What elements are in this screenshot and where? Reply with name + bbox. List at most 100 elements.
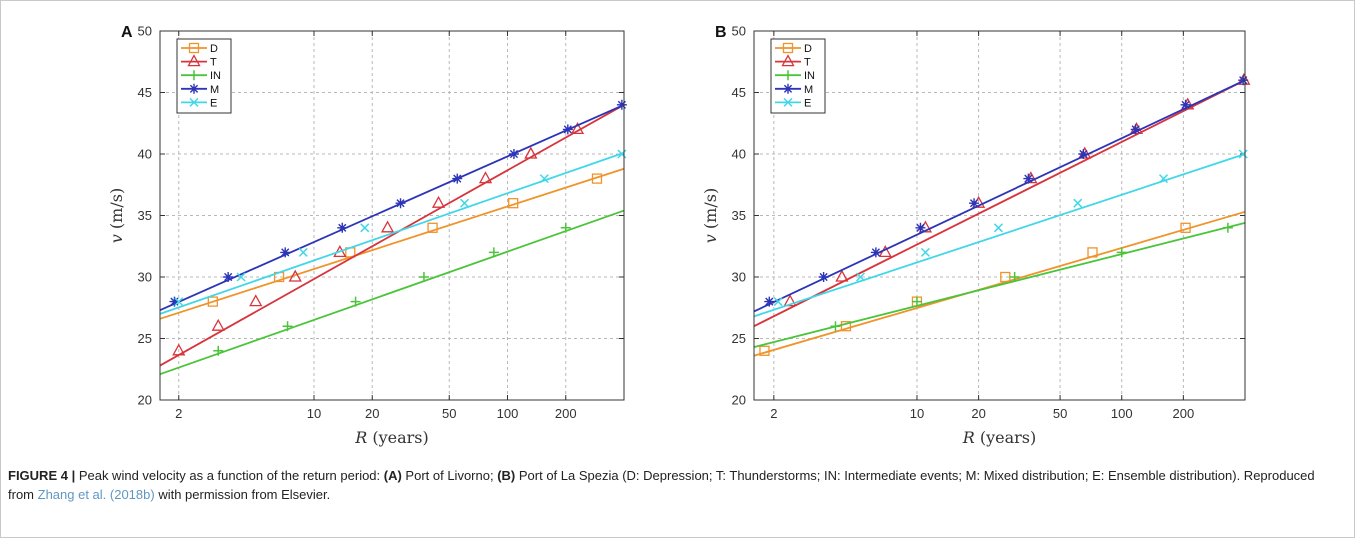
y-axis-label: v (m/s)	[107, 188, 126, 243]
x-tick-label: 200	[1173, 406, 1195, 421]
x-tick-label: 2	[770, 406, 777, 421]
data-point-e	[539, 174, 549, 184]
data-point-e	[920, 247, 930, 257]
data-point-e	[236, 272, 246, 282]
legend-label: T	[210, 57, 217, 69]
figure-canvas: 2 10 20 50 100 200 20 25 30 35 40 45 50 A R (years) v (…	[107, 24, 1251, 447]
data-point-in	[350, 296, 361, 307]
data-point-e	[993, 223, 1003, 233]
data-point-d	[1087, 247, 1098, 258]
chart-panel-b: 2 10 20 50 100 200 20 25 30 35 40 45 50 B R (years) v (…	[701, 24, 1251, 447]
panel-label: B	[715, 24, 727, 41]
data-point-m	[969, 198, 980, 209]
x-tick-label: 20	[971, 406, 985, 421]
series-in	[159, 209, 625, 376]
caption-a-tag: (A)	[383, 468, 402, 483]
y-tick-label: 40	[732, 147, 746, 162]
legend-label: E	[210, 97, 217, 109]
legend-marker	[781, 54, 795, 67]
series-line-m	[753, 79, 1246, 313]
caption-text-4: with permission from Elsevier.	[154, 487, 331, 502]
chart-panel-a: 2 10 20 50 100 200 20 25 30 35 40 45 50 A R (years) v (…	[107, 24, 627, 447]
data-point-m	[915, 222, 926, 233]
data-point-m	[1180, 99, 1191, 110]
series-t	[159, 104, 625, 367]
legend-item-t: T	[181, 54, 217, 69]
data-point-t	[431, 195, 446, 208]
data-point-d	[207, 296, 218, 307]
legend-label: IN	[804, 70, 815, 82]
data-point-in	[1009, 272, 1020, 282]
legend-item-m: M	[181, 83, 219, 96]
data-point-in	[1116, 247, 1127, 258]
caption-text-3: Port of La Spezia (D: Depression; T: Thu…	[8, 468, 1315, 502]
x-axis-label: R (years)	[354, 428, 429, 447]
y-tick-label: 50	[138, 24, 152, 39]
y-tick-label: 45	[138, 85, 152, 100]
legend-marker	[189, 70, 199, 81]
legend-marker	[189, 83, 199, 94]
series-line-e	[753, 153, 1246, 318]
data-point-t	[918, 220, 933, 233]
y-tick-label: 30	[732, 270, 746, 285]
data-point-t	[524, 146, 538, 159]
series-line-in	[159, 209, 625, 376]
y-axis-symbol: v	[701, 234, 720, 243]
legend-item-e: E	[775, 97, 811, 109]
caption-label: FIGURE 4 |	[8, 468, 76, 483]
legend-marker	[782, 42, 794, 54]
legend-marker	[783, 70, 793, 81]
y-axis-symbol: v	[107, 234, 126, 243]
y-tick-label: 35	[732, 208, 746, 223]
data-point-e	[1073, 198, 1083, 208]
y-axis-unit: (m/s)	[701, 188, 720, 234]
data-point-m	[223, 272, 234, 282]
data-point-in	[830, 321, 841, 332]
series-line-d	[753, 210, 1246, 357]
legend-item-e: E	[181, 97, 217, 109]
data-point-m	[616, 99, 627, 110]
legend-marker	[188, 42, 200, 54]
series-m	[753, 75, 1249, 313]
x-tick-label: 100	[497, 406, 519, 421]
legend-item-d: D	[181, 42, 218, 55]
caption-text-2: Port of Livorno;	[401, 468, 498, 483]
legend-label: T	[804, 57, 811, 69]
x-tick-label: 100	[1111, 406, 1133, 421]
data-point-in	[560, 222, 571, 233]
axes-box	[159, 30, 625, 401]
series-line-d	[159, 167, 625, 320]
data-point-in	[418, 272, 429, 282]
legend-item-d: D	[775, 42, 812, 55]
x-axis-symbol: R	[962, 428, 975, 447]
data-point-t	[1129, 122, 1144, 135]
legend-item-t: T	[775, 54, 811, 69]
series-line-e	[159, 151, 625, 315]
legend-item-in: IN	[775, 70, 815, 82]
x-tick-label: 50	[1053, 406, 1067, 421]
data-point-m	[337, 222, 348, 233]
data-point-e	[1158, 174, 1169, 184]
series-e	[753, 149, 1248, 318]
series-in	[753, 222, 1246, 348]
data-point-e	[1238, 149, 1248, 159]
panel-label: A	[121, 24, 133, 41]
series-line-m	[159, 103, 625, 312]
x-tick-label: 2	[175, 406, 182, 421]
data-point-m	[1130, 124, 1141, 135]
caption-b-tag: (B)	[497, 468, 516, 483]
data-point-t	[835, 269, 849, 282]
data-point-e	[174, 297, 184, 307]
data-point-m	[1238, 75, 1249, 86]
data-point-e	[617, 149, 627, 159]
data-point-e	[360, 223, 370, 233]
legend-label: IN	[210, 70, 221, 82]
legend-label: D	[210, 43, 218, 55]
y-tick-label: 20	[732, 393, 746, 408]
data-point-e	[298, 247, 308, 257]
data-point-d	[591, 173, 603, 184]
data-point-m	[764, 296, 775, 307]
caption-reference-link[interactable]: Zhang et al. (2018b)	[37, 487, 155, 502]
data-point-e	[773, 297, 783, 307]
